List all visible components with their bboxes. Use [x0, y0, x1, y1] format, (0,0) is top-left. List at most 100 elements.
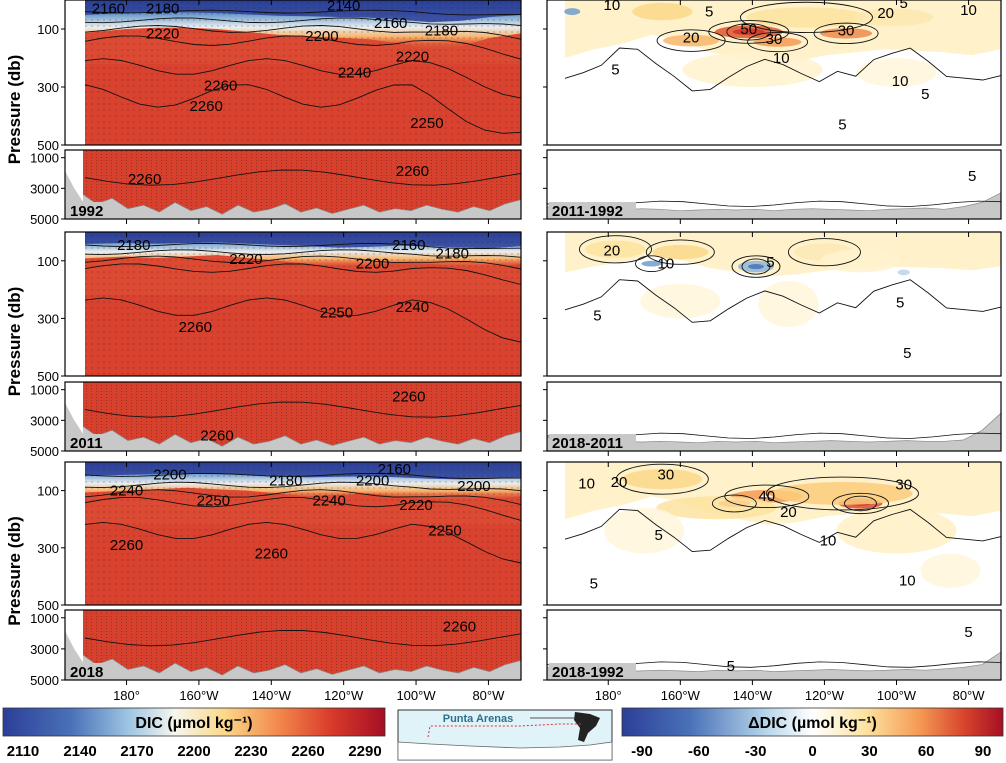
x-tick-label: 140°W: [733, 688, 773, 703]
contour-label: 2180: [436, 245, 469, 262]
y-tick-label: 500: [37, 138, 59, 153]
x-axis: [126, 232, 489, 456]
y-tick-label: 3000: [30, 642, 59, 657]
y-axis-title: Pressure (db): [5, 516, 24, 626]
ddic-contour-line: [656, 29, 726, 52]
contour-label: 2160: [374, 15, 407, 32]
y-tick-label: 300: [37, 541, 59, 556]
dic-panel-1992: 2160 2180 2140 2160 2180 2220 2200 2220 2240 2260…: [64, 0, 522, 220]
y-tick-label: 3000: [30, 181, 59, 196]
contour-label: 5: [611, 62, 619, 79]
contour-label: 5: [896, 294, 904, 311]
panel-tag: 2011-1992: [552, 203, 623, 220]
contour-label: 30: [895, 477, 912, 494]
contour-label: 2200: [305, 28, 338, 45]
panel-frame-lower: [546, 149, 1002, 220]
y-tick-label: 3000: [30, 413, 59, 428]
ddic-anomaly-patch: [760, 495, 773, 498]
y-axis-title: Pressure (db): [5, 287, 24, 397]
ddic-contour-line: [724, 484, 810, 509]
ddic-anomaly-patch: [652, 244, 709, 260]
panel-tag-bg: [67, 202, 111, 218]
panel-frame-lower: [64, 609, 522, 681]
contour-label: 2180: [146, 1, 179, 18]
ddic-anomaly-patch: [836, 507, 957, 554]
contour-label: 10: [892, 73, 909, 90]
x-axis: [607, 0, 970, 224]
panel-frame-lower: [64, 381, 522, 452]
contour-line: [84, 521, 522, 564]
panel-frame-upper: [64, 231, 522, 377]
contour-label: 20: [780, 504, 797, 521]
contour-label: 2240: [338, 64, 371, 81]
ddic-contour-line: [731, 255, 781, 278]
ddic-anomaly-patch: [632, 2, 693, 21]
contour-label: 2160: [392, 237, 425, 254]
x-axis: [607, 232, 970, 456]
contour-label: 2220: [399, 497, 432, 514]
ddic-contour-line: [813, 22, 879, 45]
contour-label: 5: [727, 658, 735, 675]
dic-colorbar-tick: 2110: [7, 743, 40, 760]
ddic-colorbar: ΔDIC (µmol kg⁻¹) -90 -60 -30 0 30 60 90: [621, 707, 1004, 760]
contour-label: 10: [820, 533, 837, 550]
ddic-colorbar-tick: -90: [631, 743, 653, 760]
x-tick-label: 180°: [113, 688, 140, 703]
dic-colorbar-title: DIC (µmol kg⁻¹): [135, 715, 252, 732]
contour-line: [84, 496, 522, 521]
x-axis: 180° 160°W 140°W 120°W 100°W 80°W: [595, 462, 985, 703]
contour-label: 5: [766, 254, 774, 271]
dic-colorbar: DIC (µmol kg⁻¹) 2110 2140 2170 2200 2230 2260 2…: [2, 707, 386, 760]
contour-label: 2250: [320, 305, 353, 322]
dic-colorbar-tick: 2170: [120, 743, 153, 760]
y-tick-label: 300: [37, 80, 59, 95]
x-tick-label: 140°W: [252, 688, 292, 703]
contour-label: 2220: [229, 251, 262, 268]
dic-colorbar-tick: 2260: [291, 743, 324, 760]
contour-label: 2220: [146, 25, 179, 42]
panel-tag: 2018-1992: [552, 664, 624, 681]
x-axis: 180° 160°W 140°W 120°W 100°W 80°W: [113, 462, 505, 703]
contour-line: [84, 489, 522, 506]
contour-label: 5: [590, 575, 598, 592]
contour-label: 20: [683, 30, 700, 47]
ddic-contour-line: [832, 492, 889, 515]
panel-frame-upper: [64, 461, 522, 606]
contour-label: 5: [903, 345, 911, 362]
contour-label: 5: [593, 307, 601, 324]
contour-label: 2180: [425, 22, 458, 39]
contour-label: 2260: [255, 545, 288, 562]
x-tick-label: 100°W: [877, 688, 917, 703]
panel-frame-upper: [546, 231, 1002, 377]
panel-tag: 2011: [70, 435, 103, 452]
ddic-colorbar-tick: 90: [975, 743, 992, 760]
contour-label: 50: [740, 21, 757, 38]
y-tick-label: 100: [37, 22, 59, 37]
panel-frame-upper: [546, 461, 1002, 606]
ddic-colorbar-tick: 60: [918, 743, 935, 760]
ddic-contour-line: [747, 31, 809, 53]
contour-label: 20: [877, 5, 894, 22]
y-tick-label: 1000: [30, 383, 59, 398]
ddic-anomaly-patch: [663, 34, 720, 47]
sample-dots: [85, 462, 521, 605]
ddic-colorbar-tick: -30: [745, 743, 767, 760]
panel-tag-bg: [549, 434, 636, 450]
x-tick-label: 120°W: [805, 688, 845, 703]
y-tick-label: 500: [37, 598, 59, 613]
panel-tag-bg: [549, 663, 636, 679]
contour-label: 2260: [128, 171, 161, 188]
contour-label: 40: [758, 488, 775, 505]
x-tick-label: 160°W: [661, 688, 701, 703]
ddic-colorbar-bar: [621, 707, 1004, 737]
panel-frame-lower: [546, 381, 1002, 452]
contour-label: 5: [838, 117, 846, 134]
contour-label: 2200: [356, 256, 389, 273]
ddic-colorbar-title: ΔDIC (µmol kg⁻¹): [748, 715, 877, 732]
antarctica-coast: [397, 741, 613, 761]
y-tick-label: 5000: [30, 444, 59, 459]
panel-frame-lower: [64, 149, 522, 220]
ddic-anomaly-patch: [852, 8, 933, 27]
